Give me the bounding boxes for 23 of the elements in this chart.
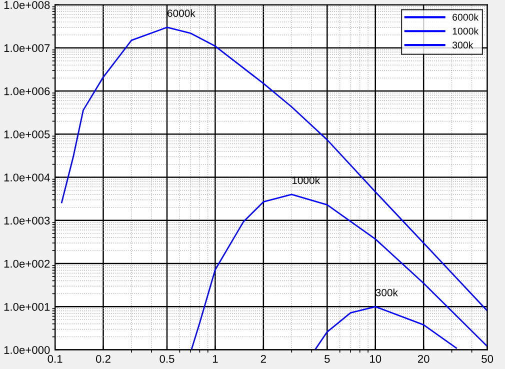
y-tick-label: 1.0e+003 <box>4 216 50 225</box>
text: 300k <box>376 288 398 296</box>
x-tick-label: 2 <box>260 354 266 363</box>
x-tick-label: 0.5 <box>160 354 174 363</box>
x-tick-label: 50 <box>482 354 494 363</box>
y-tick-label: 1.0e+007 <box>4 44 50 52</box>
y-tick-label: 1.0e+008 <box>4 1 50 9</box>
x-tick-label: 0.2 <box>96 354 110 363</box>
legend-label: 6000k <box>452 14 479 21</box>
y-tick-label: 1.0e+000 <box>4 346 50 354</box>
legend-label: 1000k <box>452 27 479 35</box>
y-tick-label: 1.0e+006 <box>4 87 50 96</box>
x-tick-label: 10 <box>370 354 382 363</box>
x-tick-label: 0.1 <box>48 354 62 363</box>
y-tick-label: 1.0e+004 <box>4 174 50 182</box>
y-tick-label: 1.0e+002 <box>4 260 50 268</box>
text: 6000k <box>168 9 196 17</box>
x-tick-label: 20 <box>418 354 430 363</box>
y-tick-label: 1.0e+001 <box>4 302 50 311</box>
x-tick-label: 1 <box>212 355 218 363</box>
legend-label: 300k <box>452 41 474 49</box>
y-tick-label: 1.0e+005 <box>4 130 50 138</box>
x-tick-label: 5 <box>324 355 330 363</box>
